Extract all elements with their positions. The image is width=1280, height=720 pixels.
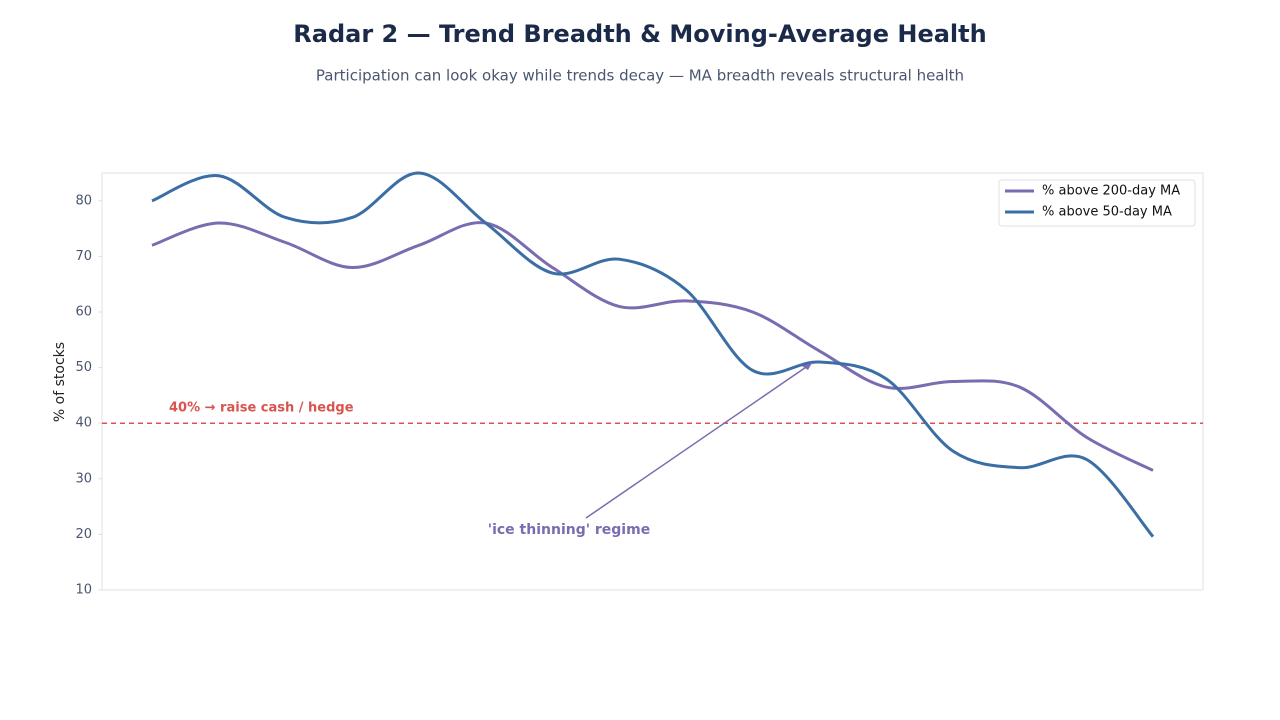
legend: % above 200-day MA % above 50-day MA <box>998 179 1196 227</box>
legend-box <box>998 179 1196 227</box>
y-tick-label: 10 <box>75 583 92 598</box>
annotation-arrow <box>585 362 813 519</box>
plot-frame <box>101 172 1204 591</box>
annotation-text: 'ice thinning' regime <box>488 522 650 538</box>
y-tick-label: 20 <box>75 527 92 542</box>
y-tick-label: 80 <box>75 193 92 208</box>
y-tick-label: 30 <box>75 471 92 486</box>
y-tick-label: 60 <box>75 305 92 320</box>
legend-label: % above 50-day MA <box>1042 205 1172 220</box>
y-tick-label: 40 <box>75 416 92 431</box>
chart-title: Radar 2 — Trend Breadth & Moving-Average… <box>293 20 986 48</box>
y-axis-label: % of stocks <box>52 342 68 422</box>
series-line <box>151 221 1154 472</box>
chart-subtitle: Participation can look okay while trends… <box>316 67 964 85</box>
reference-label: 40% → raise cash / hedge <box>169 401 354 416</box>
series-line <box>151 171 1155 538</box>
y-tick-label: 50 <box>75 360 92 375</box>
annotation-arrowhead <box>802 363 812 370</box>
y-tick-label: 70 <box>75 249 92 264</box>
legend-label: % above 200-day MA <box>1042 184 1180 199</box>
